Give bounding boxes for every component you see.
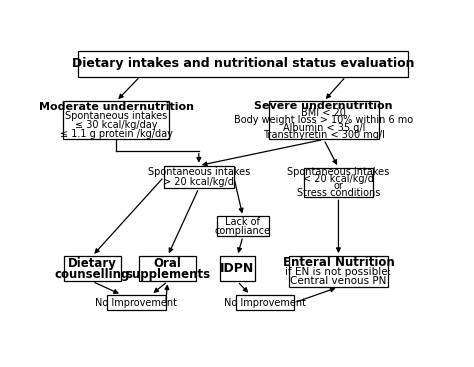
- Text: Stress conditions: Stress conditions: [297, 188, 380, 198]
- Text: compliance: compliance: [215, 226, 271, 236]
- FancyBboxPatch shape: [289, 256, 388, 287]
- Text: or: or: [334, 181, 343, 191]
- Text: Lack of: Lack of: [226, 217, 260, 227]
- Text: Albumin < 35 g/l: Albumin < 35 g/l: [283, 123, 365, 132]
- Text: ≤ 30 kcal/kg/day: ≤ 30 kcal/kg/day: [75, 120, 157, 130]
- Text: Oral: Oral: [154, 257, 182, 270]
- Text: Moderate undernutrition: Moderate undernutrition: [39, 102, 194, 112]
- Text: No Improvement: No Improvement: [95, 298, 177, 308]
- Text: Enteral Nutrition: Enteral Nutrition: [283, 255, 394, 269]
- FancyBboxPatch shape: [303, 168, 374, 197]
- Text: Spontaneous intakes: Spontaneous intakes: [287, 167, 390, 177]
- FancyBboxPatch shape: [63, 101, 169, 139]
- Text: Transthyretin < 300 mg/l: Transthyretin < 300 mg/l: [263, 130, 385, 140]
- FancyBboxPatch shape: [269, 101, 379, 139]
- FancyBboxPatch shape: [217, 217, 269, 236]
- FancyBboxPatch shape: [220, 256, 255, 281]
- FancyBboxPatch shape: [139, 256, 196, 281]
- FancyBboxPatch shape: [236, 295, 294, 310]
- Text: BMI < 20: BMI < 20: [301, 108, 346, 118]
- Text: supplements: supplements: [125, 268, 210, 281]
- Text: > 20 kcal/kg/d: > 20 kcal/kg/d: [164, 177, 234, 187]
- Text: Severe undernutrition: Severe undernutrition: [255, 101, 393, 111]
- FancyBboxPatch shape: [64, 256, 121, 281]
- Text: IDPN: IDPN: [220, 262, 255, 275]
- Text: Body weight loss > 10% within 6 mo: Body weight loss > 10% within 6 mo: [234, 115, 413, 126]
- Text: counselling: counselling: [55, 268, 130, 281]
- Text: ≤ 1.1 g protein /kg/day: ≤ 1.1 g protein /kg/day: [60, 129, 173, 139]
- Text: Spontaneous intakes: Spontaneous intakes: [65, 111, 167, 121]
- Text: Spontaneous intakes: Spontaneous intakes: [148, 167, 250, 177]
- Text: Dietary intakes and nutritional status evaluation: Dietary intakes and nutritional status e…: [72, 57, 414, 70]
- FancyBboxPatch shape: [107, 295, 166, 310]
- Text: No Improvement: No Improvement: [224, 298, 306, 308]
- Text: < 20 kcal/kg/d: < 20 kcal/kg/d: [303, 174, 374, 184]
- Text: Dietary: Dietary: [68, 257, 117, 270]
- Text: if EN is not possible:: if EN is not possible:: [285, 266, 392, 276]
- Text: Central venous PN: Central venous PN: [290, 276, 387, 286]
- FancyBboxPatch shape: [78, 51, 408, 77]
- FancyBboxPatch shape: [164, 166, 234, 188]
